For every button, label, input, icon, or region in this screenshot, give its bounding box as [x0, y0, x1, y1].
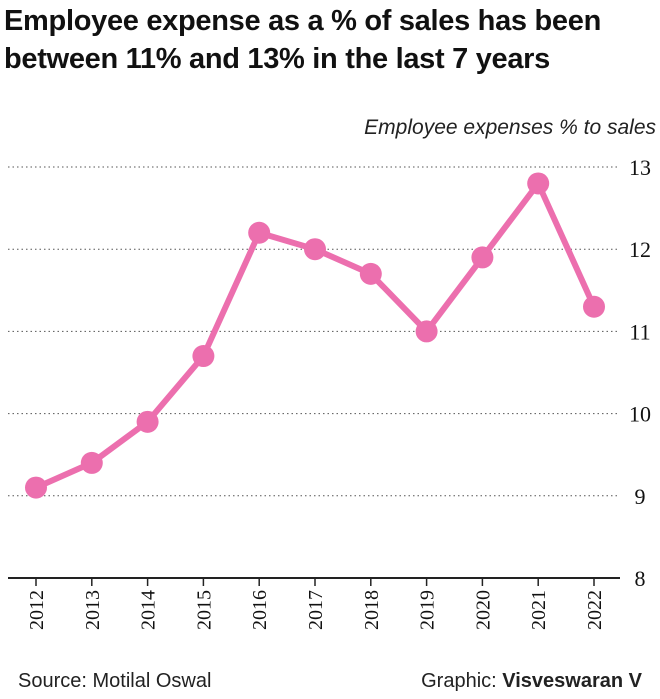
graphic-credit-author: Visveswaran V [502, 670, 642, 692]
data-point [80, 451, 103, 474]
data-series [25, 172, 605, 499]
x-tick-label: 2021 [528, 590, 550, 630]
data-point [136, 410, 159, 433]
data-point [304, 238, 326, 261]
x-tick-label: 2018 [361, 590, 383, 630]
data-point [415, 320, 438, 343]
series-line [33, 180, 597, 491]
x-tick-label: 2022 [584, 590, 606, 630]
y-tick-label: 8 [635, 566, 646, 591]
x-tick-label: 2017 [305, 590, 327, 630]
x-tick-label: 2013 [82, 590, 104, 630]
y-tick-labels: 8 9 10 11 12 13 [629, 155, 651, 591]
grid-lines [8, 166, 620, 579]
x-tick-label: 2016 [249, 590, 271, 630]
y-tick-label: 13 [629, 155, 651, 180]
x-tick-label: 2019 [417, 590, 439, 630]
x-tick-label: 2020 [472, 590, 494, 630]
data-point [527, 172, 550, 195]
data-point [359, 262, 382, 285]
data-point [192, 345, 215, 368]
y-tick-label: 11 [629, 319, 650, 344]
graphic-credit-prefix: Graphic: [421, 670, 503, 692]
y-tick-label: 10 [629, 402, 651, 427]
x-tick-label: 2014 [138, 590, 160, 630]
chart-title: Employee expense as a % of sales has bee… [4, 5, 601, 75]
y-tick-label: 9 [635, 484, 646, 509]
x-tick-label: 2012 [26, 590, 48, 630]
data-point [583, 295, 605, 318]
y-axis-unit-label: Employee expenses % to sales [364, 116, 656, 139]
x-tick-labels: 2012 2013 2014 2015 2016 2017 2018 2019 2020 2021… [26, 578, 606, 630]
source-note: Source: Motilal Oswal [18, 670, 212, 692]
data-point [248, 221, 271, 244]
y-tick-label: 12 [629, 237, 651, 262]
data-point [471, 246, 494, 269]
graphic-credit: Graphic: Visveswaran V [421, 670, 642, 693]
x-tick-label: 2015 [193, 590, 215, 630]
data-point [25, 476, 47, 499]
